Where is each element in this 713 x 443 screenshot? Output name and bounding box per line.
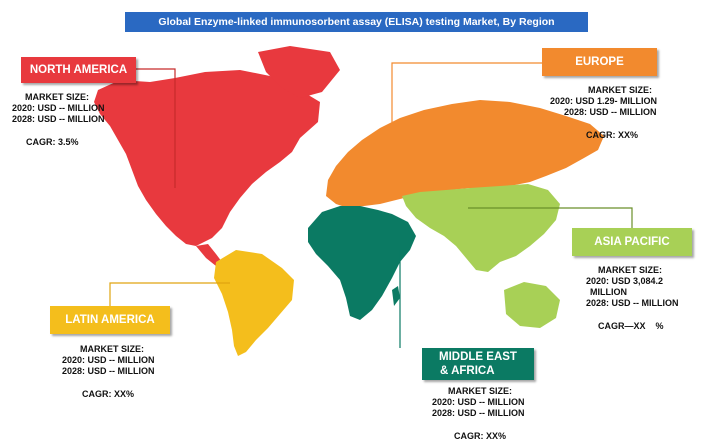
latin-america-cagr: CAGR: XX% [82, 389, 135, 399]
europe-connector [391, 62, 542, 188]
asia-pacific-2028: 2028: USD -- MILLION [586, 298, 679, 308]
europe-market-size: MARKET SIZE: [588, 85, 652, 95]
latin-america-connector [109, 282, 230, 306]
latin-america-market-size: MARKET SIZE: [80, 344, 144, 354]
asia-pacific-market-size: MARKET SIZE: [598, 265, 662, 275]
europe-label: EUROPE [542, 48, 657, 76]
north-america-label: NORTH AMERICA [21, 57, 136, 83]
latin-america-label: LATIN AMERICA [50, 306, 170, 334]
europe-2020: 2020: USD 1.29- MILLION [550, 96, 658, 106]
latin-america-2028: 2028: USD -- MILLION [62, 366, 155, 376]
north-america-2020: 2020: USD -- MILLION [12, 103, 105, 113]
north-america-cagr: CAGR: 3.5% [26, 137, 79, 147]
europe-shape [326, 100, 604, 208]
chart-title: Global Enzyme-linked immunosorbent assay… [125, 12, 588, 32]
asia-pacific-shape [402, 184, 560, 272]
australia-shape [504, 282, 560, 328]
north-america-shape [94, 70, 320, 246]
mea-info: MARKET SIZE: 2020: USD -- MILLION 2028: … [432, 386, 562, 442]
europe-info: MARKET SIZE: 2020: USD 1.29- MILLION 202… [550, 85, 690, 141]
greenland-shape [258, 46, 340, 98]
latin-america-2020: 2020: USD -- MILLION [62, 355, 155, 365]
latin-america-info: MARKET SIZE: 2020: USD -- MILLION 2028: … [62, 344, 202, 400]
europe-2028: 2028: USD -- MILLION [564, 107, 657, 117]
mea-2020: 2020: USD -- MILLION [432, 397, 525, 407]
north-america-2028: 2028: USD -- MILLION [12, 114, 105, 124]
asia-pacific-cagr: CAGR—XX % [598, 321, 664, 331]
mea-label: MIDDLE EAST & AFRICA [422, 348, 534, 380]
mea-market-size: MARKET SIZE: [448, 386, 512, 396]
central-america-shape [196, 244, 222, 266]
europe-cagr: CAGR: XX% [586, 130, 639, 140]
mea-label-line1: MIDDLE EAST [439, 351, 517, 363]
asia-pacific-info: MARKET SIZE: 2020: USD 3,084.2 MILLION 2… [586, 265, 710, 332]
north-america-market-size: MARKET SIZE: [25, 92, 89, 102]
mea-2028: 2028: USD -- MILLION [432, 408, 525, 418]
latin-america-shape [214, 250, 294, 356]
asia-pacific-label: ASIA PACIFIC [572, 228, 692, 256]
asia-pacific-2020-unit: MILLION [590, 287, 627, 297]
mea-cagr: CAGR: XX% [454, 431, 507, 441]
mea-label-line2: & AFRICA [440, 365, 495, 377]
mea-shape [308, 206, 416, 320]
north-america-info: MARKET SIZE: 2020: USD -- MILLION 2028: … [12, 92, 152, 148]
north-america-connector [136, 68, 176, 188]
madagascar-shape [392, 286, 400, 306]
asia-pacific-2020: 2020: USD 3,084.2 [586, 276, 664, 286]
